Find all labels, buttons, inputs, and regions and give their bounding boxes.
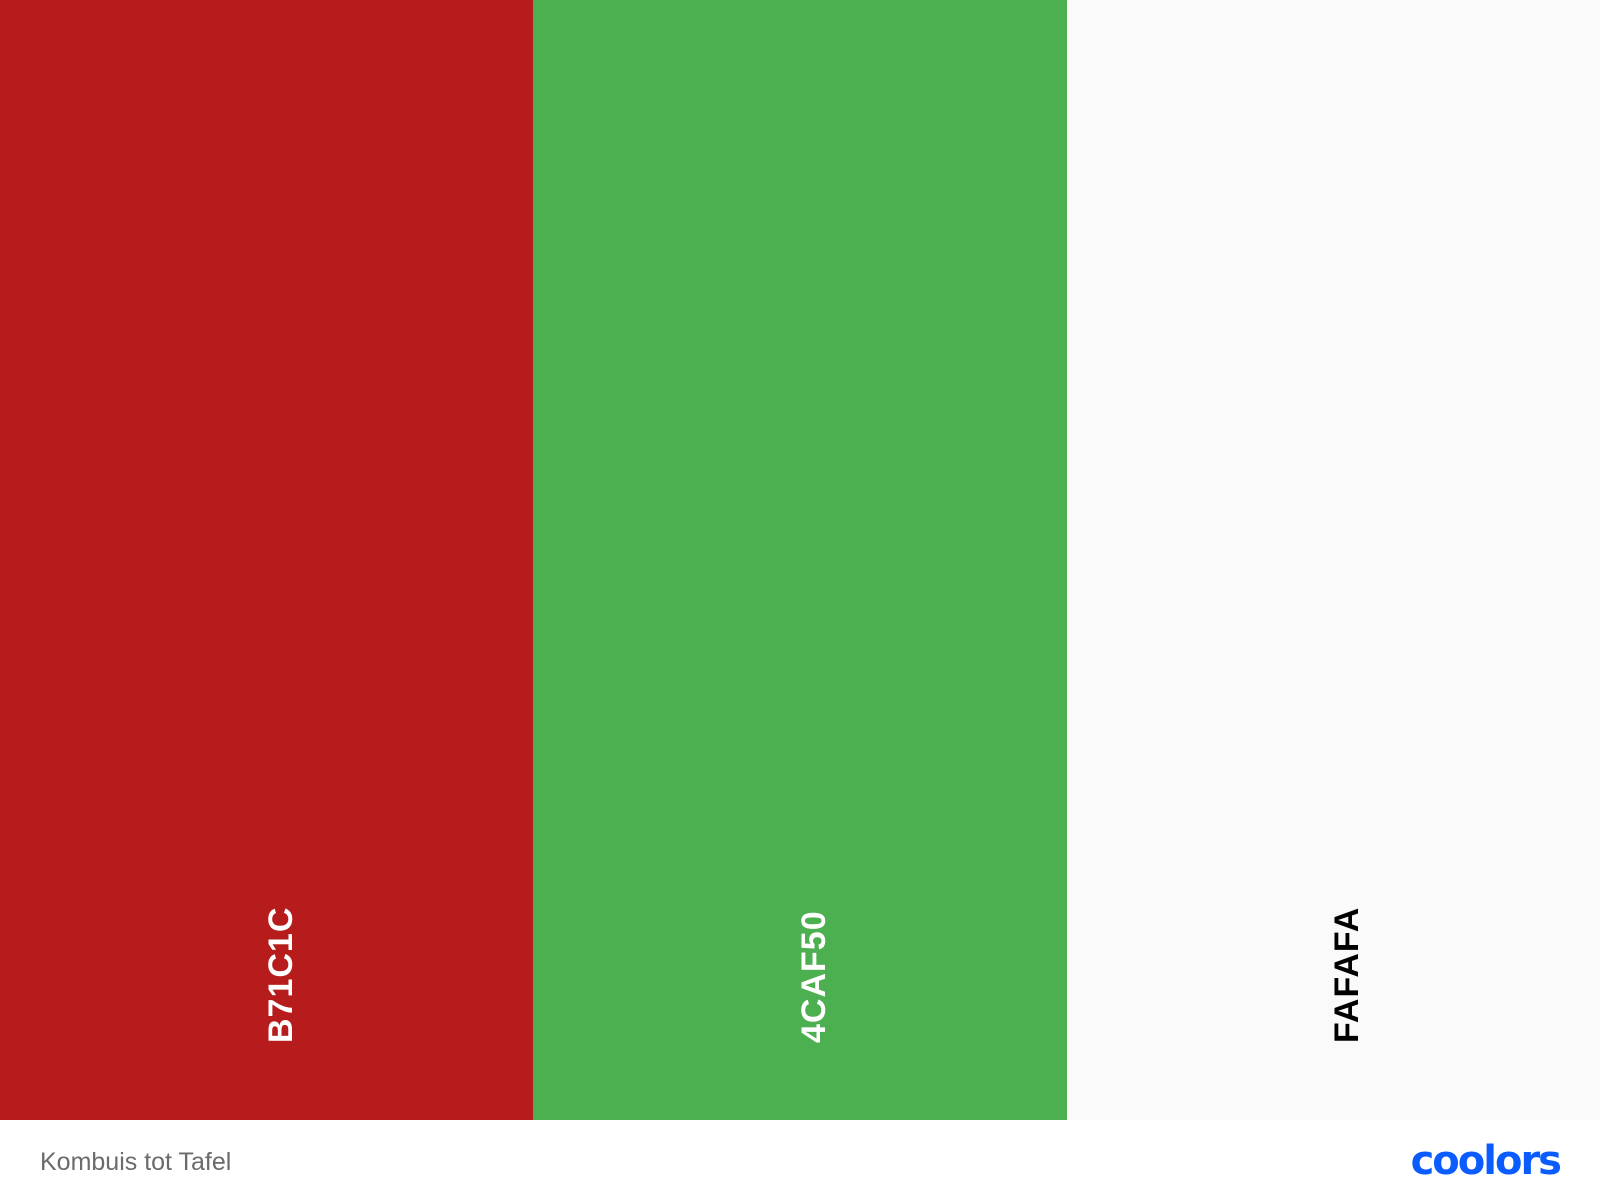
coolors-logo[interactable]: coolors <box>1410 1138 1562 1184</box>
color-palette: B71C1C 4CAF50 FAFAFA <box>0 0 1600 1120</box>
swatch-hex-label[interactable]: 4CAF50 <box>794 910 833 1043</box>
swatch-white[interactable]: FAFAFA <box>1066 0 1600 1120</box>
swatch-hex-label[interactable]: B71C1C <box>261 906 300 1043</box>
swatch-red[interactable]: B71C1C <box>0 0 534 1120</box>
palette-name: Kombuis tot Tafel <box>40 1148 232 1176</box>
swatch-hex-label[interactable]: FAFAFA <box>1328 906 1367 1043</box>
swatch-green[interactable]: 4CAF50 <box>533 0 1067 1120</box>
footer: Kombuis tot Tafel coolors <box>0 1120 1600 1200</box>
